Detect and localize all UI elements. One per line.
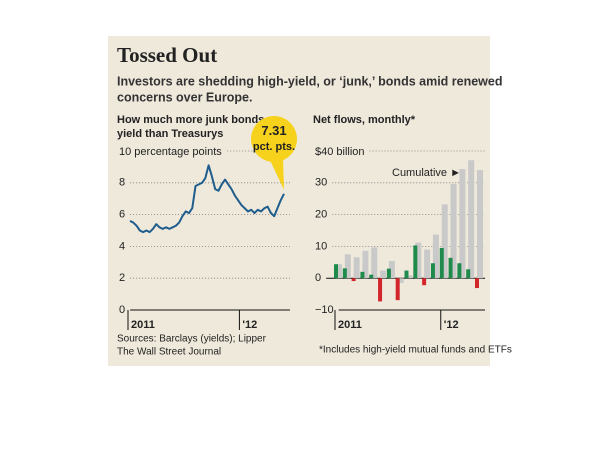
source: Sources: Barclays (yields); Lipper (117, 334, 267, 345)
bar (386, 268, 391, 279)
bar (336, 264, 342, 279)
subtitle: Investors are shedding high-yield, or ‘j… (117, 74, 503, 88)
value-label: 7.31 pct. pts. (253, 123, 295, 152)
y-tick-label: $40 billion (315, 146, 365, 158)
y-tick-label: 0 (315, 272, 321, 284)
bar (448, 257, 453, 279)
bar (395, 278, 400, 301)
bar (422, 278, 427, 286)
bar (415, 242, 422, 279)
bar (477, 170, 483, 279)
bar (371, 247, 378, 279)
bar (430, 263, 435, 279)
bar (406, 275, 413, 279)
y-tick-label: 30 (315, 177, 327, 189)
x-tick-label: '12 (444, 319, 459, 331)
callout-bubble (267, 154, 284, 190)
bar (439, 247, 444, 279)
bar (380, 270, 387, 279)
bar (404, 270, 409, 279)
y-tick-label: 2 (119, 272, 125, 284)
bar (475, 278, 479, 289)
callout-bubble (251, 116, 297, 162)
bar (397, 278, 404, 283)
subtitle: concerns over Europe. (117, 90, 252, 104)
y-tick-label: 10 percentage points (119, 146, 222, 158)
chart-title: Net flows, monthly* (313, 114, 416, 126)
bar (344, 254, 351, 279)
bar (334, 264, 338, 279)
bar (413, 245, 418, 279)
bar (468, 160, 475, 279)
y-tick-label: 6 (119, 209, 125, 221)
y-tick-label: 4 (119, 240, 125, 252)
bar (351, 278, 356, 282)
bar (362, 250, 369, 279)
legend-label: Cumulative ► (392, 167, 461, 179)
y-tick-label: 10 (315, 240, 327, 252)
footnote: *Includes high-yield mutual funds and ET… (319, 345, 512, 356)
y-tick-label: 8 (119, 177, 125, 189)
chart-title: yield than Treasurys (117, 128, 223, 140)
chart-title: How much more junk bonds (117, 114, 264, 126)
bar (360, 271, 365, 279)
bar (388, 261, 395, 279)
bar (441, 204, 448, 279)
bar (342, 268, 347, 279)
bar (424, 249, 431, 279)
y-tick-label: 0 (119, 304, 125, 316)
x-tick-label: 2011 (131, 319, 155, 331)
bar (450, 184, 457, 279)
title: Tossed Out (117, 43, 217, 67)
bar (457, 263, 462, 279)
bar (369, 274, 374, 279)
bar (432, 234, 439, 279)
data-line (129, 164, 285, 234)
bar (378, 278, 383, 302)
bar (459, 169, 466, 279)
y-tick-label: −10 (315, 304, 334, 316)
bar (466, 269, 471, 279)
panel-background (108, 36, 490, 366)
x-tick-label: '12 (242, 319, 257, 331)
x-tick-label: 2011 (338, 319, 362, 331)
source: The Wall Street Journal (117, 347, 221, 358)
bar (353, 257, 360, 279)
y-tick-label: 20 (315, 209, 327, 221)
